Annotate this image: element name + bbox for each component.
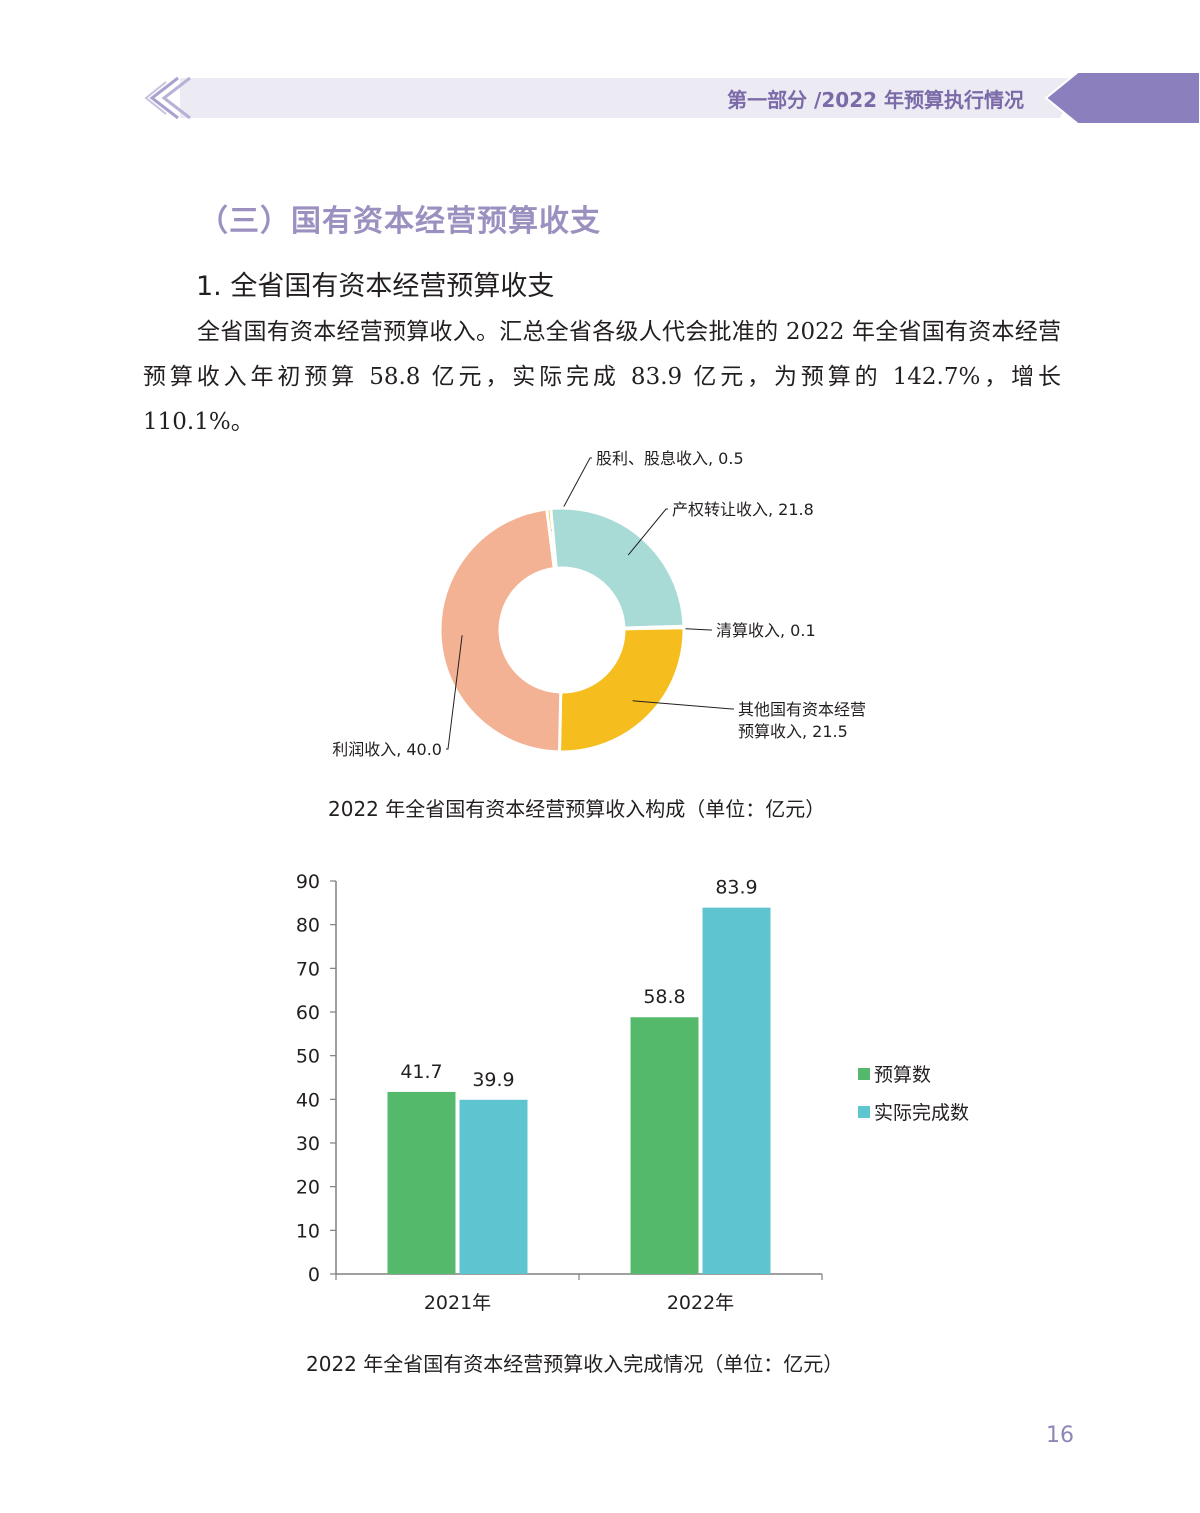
y-tick-label: 70 <box>296 958 320 980</box>
donut-slice-label: 产权转让收入, 21.8 <box>672 500 814 519</box>
header-band-background <box>180 78 1080 118</box>
y-tick-label: 80 <box>296 915 320 937</box>
y-tick-label: 10 <box>296 1220 320 1242</box>
y-tick-label: 30 <box>296 1133 320 1155</box>
donut-slice-label: 清算收入, 0.1 <box>716 621 816 640</box>
bar <box>459 1099 528 1274</box>
x-tick-label: 2022年 <box>667 1292 734 1314</box>
subsection-title: 1. 全省国有资本经营预算收支 <box>196 271 555 302</box>
y-tick-label: 40 <box>296 1089 320 1111</box>
section-title: （三）国有资本经营预算收支 <box>198 204 601 239</box>
bar <box>630 1017 699 1274</box>
donut-leader-line <box>632 700 734 710</box>
donut-slice <box>557 626 686 754</box>
y-tick-label: 90 <box>296 871 320 893</box>
legend-label: 预算数 <box>874 1064 931 1086</box>
donut-slice-label: 股利、股息收入, 0.5 <box>596 449 744 468</box>
donut-chart: 股利、股息收入, 0.5 产权转让收入, 21.8 清算收入, 0.1 其他国有资本经… <box>332 449 866 759</box>
donut-slice-label: 其他国有资本经营 <box>738 700 866 719</box>
legend-swatch <box>858 1068 870 1080</box>
bar <box>702 907 771 1274</box>
donut-slice <box>549 506 686 630</box>
donut-leader-line <box>550 457 592 531</box>
chevron-left-icon <box>149 76 179 120</box>
y-tick-label: 0 <box>308 1264 320 1286</box>
bar-value-label: 83.9 <box>715 877 757 899</box>
bar-value-label: 39.9 <box>472 1069 514 1091</box>
donut-slice <box>438 507 563 754</box>
bar-chart: 0 10 20 30 40 50 60 70 80 90 41.7 39.9 2021年 58.8 83.9… <box>296 871 969 1314</box>
bar-chart-caption: 2022 年全省国有资本经营预算收入完成情况（单位：亿元） <box>306 1352 844 1376</box>
page-header-band <box>144 71 1200 125</box>
legend-label: 实际完成数 <box>874 1102 969 1124</box>
y-tick-label: 20 <box>296 1177 320 1199</box>
page-number: 16 <box>1046 1423 1074 1448</box>
donut-leader-line <box>446 635 463 750</box>
bar <box>387 1091 456 1274</box>
x-tick-label: 2021年 <box>424 1292 491 1314</box>
header-accent-tab <box>1044 71 1200 125</box>
chevron-left-icon-3 <box>144 81 167 115</box>
y-tick-label: 50 <box>296 1046 320 1068</box>
legend-swatch <box>858 1106 870 1118</box>
donut-slice-label: 预算收入, 21.5 <box>738 722 848 741</box>
donut-leader-line <box>627 508 668 556</box>
bar-value-label: 58.8 <box>643 986 685 1008</box>
bar-value-label: 41.7 <box>400 1061 442 1083</box>
header-title: 第一部分 /2022 年预算执行情况 <box>727 88 1024 112</box>
chevron-left-icon-2 <box>161 76 191 120</box>
y-tick-label: 60 <box>296 1002 320 1024</box>
donut-chart-caption: 2022 年全省国有资本经营预算收入构成（单位：亿元） <box>328 797 826 821</box>
body-paragraph: 全省国有资本经营预算收入。汇总全省各级人代会批准的 2022 年全省国有资本经营… <box>143 319 1061 435</box>
donut-slice-label: 利润收入, 40.0 <box>332 740 442 759</box>
